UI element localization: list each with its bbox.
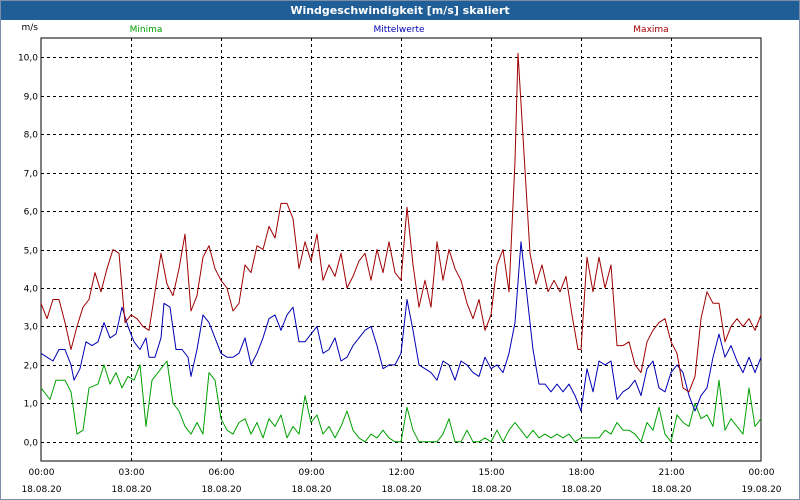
- x-tick-time: 12:00: [389, 468, 415, 478]
- y-tick-label: 8,0: [24, 131, 39, 141]
- x-tick-date: 18.08.20: [291, 485, 331, 495]
- y-tick-label: 7,0: [24, 170, 39, 180]
- legend: Minima Mittelwerte Maxima: [130, 25, 669, 35]
- x-tick-date: 18.08.20: [21, 485, 61, 495]
- y-tick-label: 3,0: [24, 323, 39, 333]
- wind-speed-chart: 0,0 1,0 2,0 3,0 4,0 5,0 6,0 7,0 8,0 9,0 10,0 m/s 00:…: [18, 23, 782, 495]
- x-tick-time: 09:00: [299, 468, 325, 478]
- grid: [40, 37, 762, 462]
- axes: 0,0 1,0 2,0 3,0 4,0 5,0 6,0 7,0 8,0 9,0 10,0 m/s 00:…: [18, 23, 782, 495]
- y-tick-label: 0,0: [24, 439, 39, 449]
- y-tick-label: 4,0: [24, 285, 39, 295]
- x-tick-date: 18.08.20: [201, 485, 241, 495]
- y-tick-label: 2,0: [24, 362, 39, 372]
- series-line-mittelwerte: [40, 241, 762, 412]
- x-tick-time: 00:00: [29, 468, 55, 478]
- y-tick-label: 1,0: [24, 400, 39, 410]
- x-tick-date: 18.08.20: [561, 485, 601, 495]
- x-tick-time: 21:00: [659, 468, 685, 478]
- x-tick-time: 06:00: [209, 468, 235, 478]
- x-tick-date: 18.08.20: [471, 485, 511, 495]
- legend-minima: Minima: [130, 25, 163, 35]
- y-tick-label: 10,0: [18, 54, 38, 64]
- series-line-maxima: [40, 52, 762, 393]
- x-tick-time: 18:00: [569, 468, 595, 478]
- window-title: Windgeschwindigkeit [m/s] skaliert: [1, 1, 799, 20]
- y-tick-label: 9,0: [24, 93, 39, 103]
- x-tick-date: 18.08.20: [651, 485, 691, 495]
- x-tick-time: 03:00: [119, 468, 145, 478]
- legend-mittelwerte: Mittelwerte: [373, 25, 424, 35]
- series-line-minima: [40, 360, 762, 443]
- x-tick-date: 18.08.20: [381, 485, 421, 495]
- y-tick-label: 6,0: [24, 208, 39, 218]
- x-tick-time: 00:00: [749, 468, 775, 478]
- y-axis-label: m/s: [22, 23, 39, 33]
- series: [40, 52, 762, 443]
- x-tick-date: 18.08.20: [111, 485, 151, 495]
- legend-maxima: Maxima: [633, 25, 668, 35]
- y-tick-label: 5,0: [24, 247, 39, 257]
- x-tick-date: 19.08.20: [741, 485, 781, 495]
- x-tick-time: 15:00: [479, 468, 505, 478]
